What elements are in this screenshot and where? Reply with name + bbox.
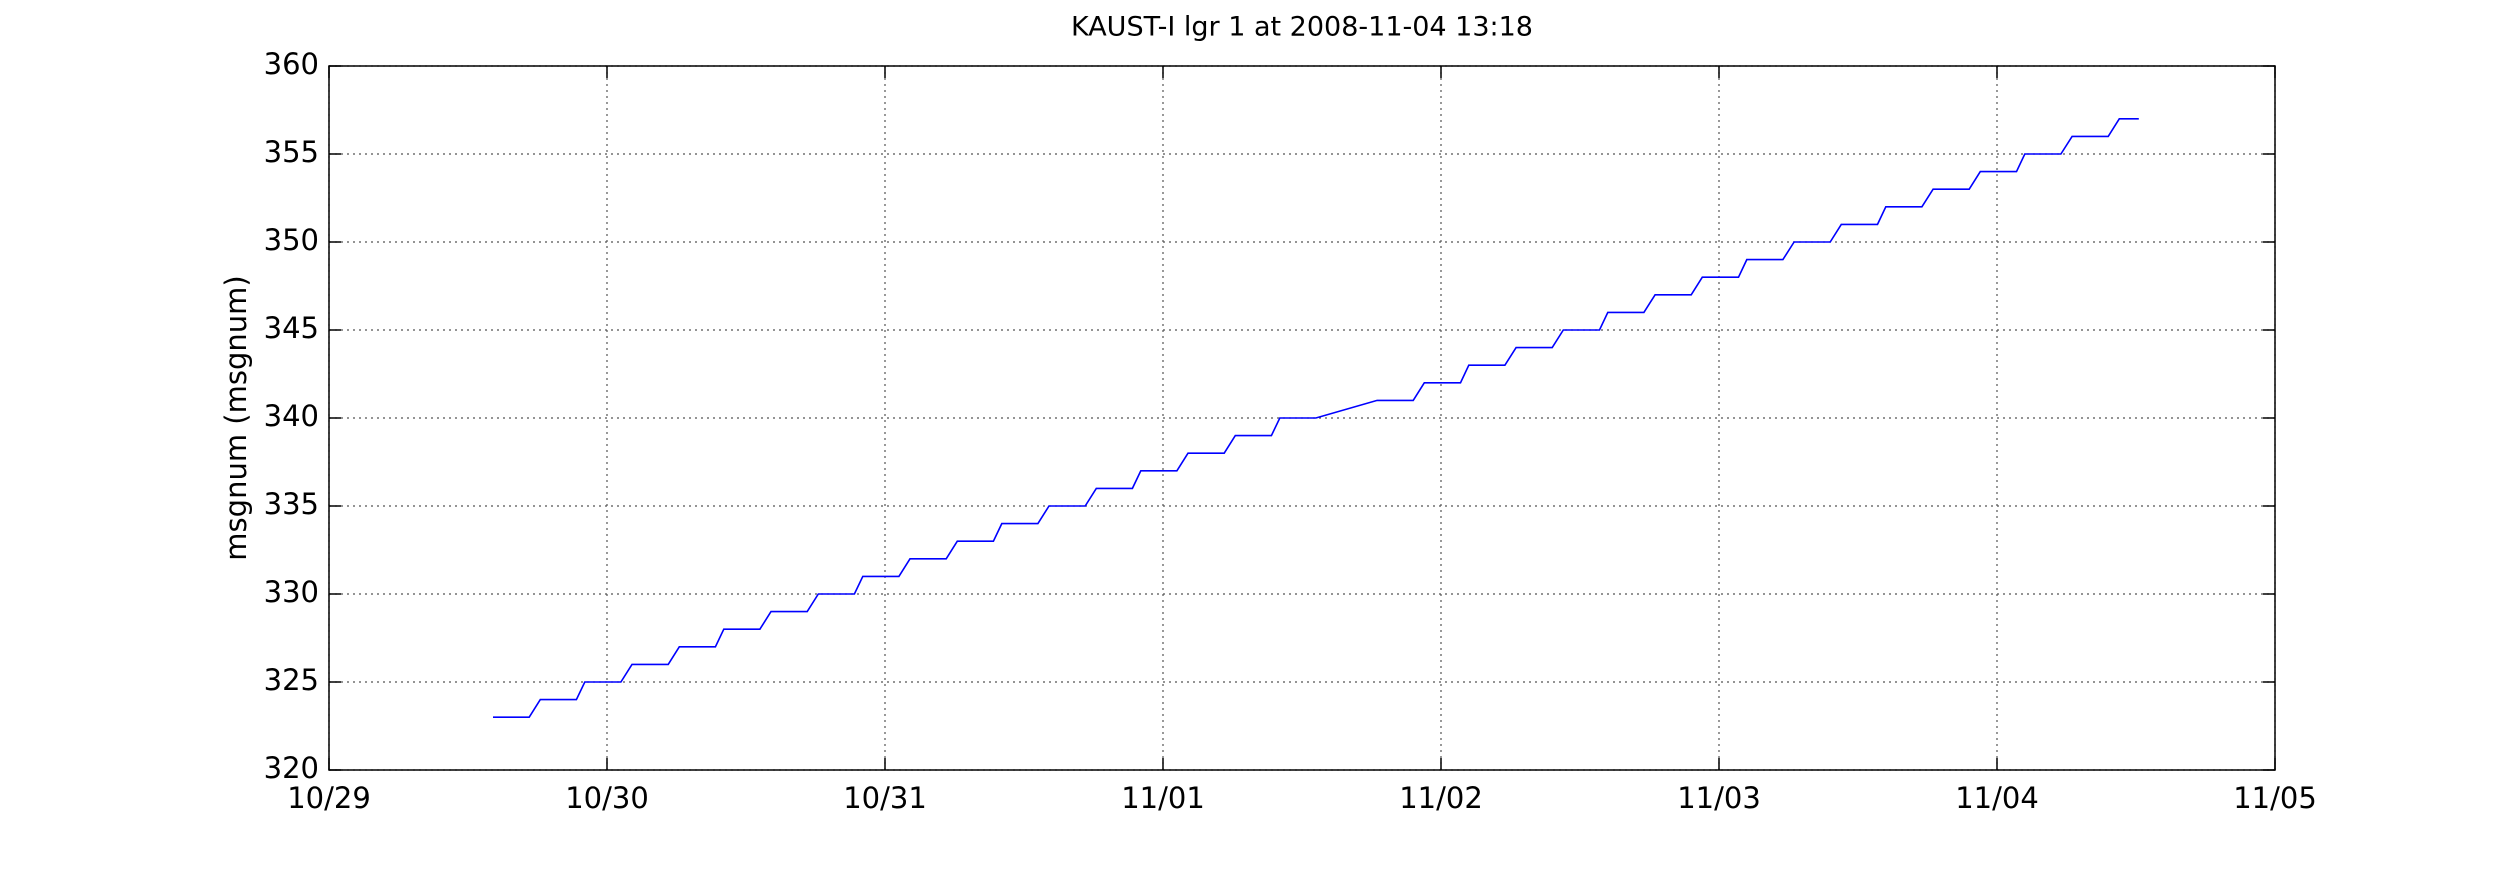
data-line [493, 118, 2139, 719]
x-tick-label: 11/02 [1399, 781, 1483, 815]
x-tick-label: 11/05 [2233, 781, 2317, 815]
y-tick-label: 325 [264, 663, 319, 697]
plot-frame [328, 65, 2276, 771]
y-tick-label: 340 [264, 399, 319, 433]
x-tick-label: 10/30 [565, 781, 649, 815]
x-tick-label: 11/01 [1121, 781, 1205, 815]
x-tick-label: 10/31 [843, 781, 927, 815]
y-tick-label: 360 [264, 47, 319, 81]
x-tick-label: 11/03 [1677, 781, 1761, 815]
x-tick-label: 10/29 [287, 781, 371, 815]
y-axis-label: msgnum (msgnum) [219, 275, 253, 560]
chart-title: KAUST-I lgr 1 at 2008-11-04 13:18 [1071, 12, 1533, 43]
y-tick-label: 355 [264, 135, 319, 169]
y-tick-label: 320 [264, 751, 319, 785]
y-tick-label: 345 [264, 311, 319, 345]
x-tick-label: 11/04 [1955, 781, 2039, 815]
y-tick-label: 335 [264, 487, 319, 521]
y-tick-label: 330 [264, 575, 319, 609]
y-tick-label: 350 [264, 223, 319, 257]
